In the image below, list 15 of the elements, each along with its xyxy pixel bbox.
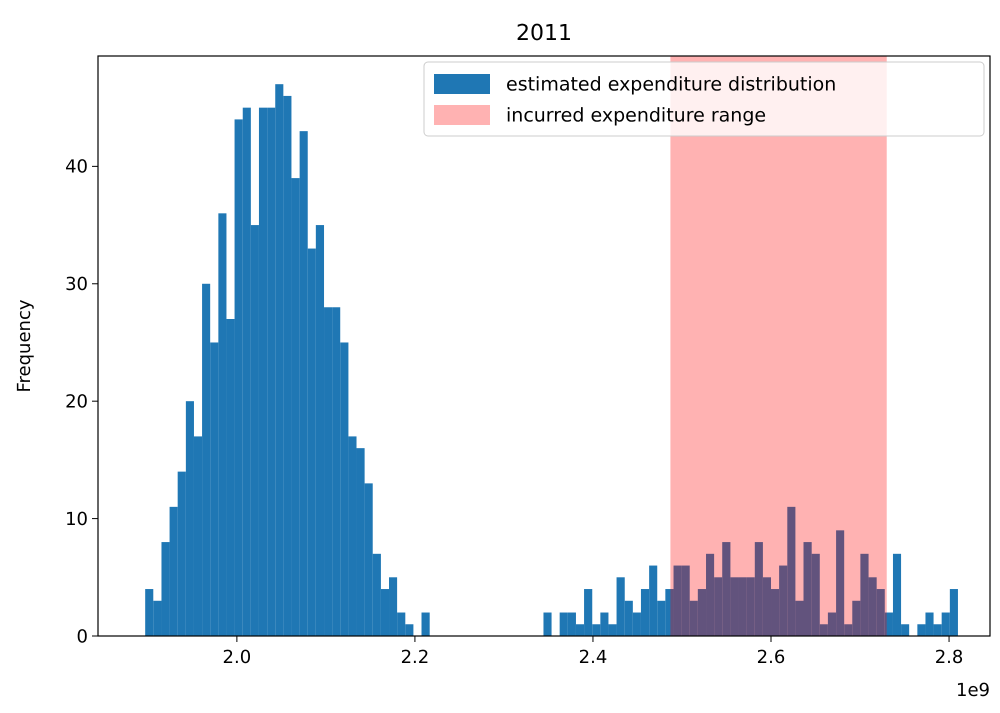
y-tick-label: 0 xyxy=(76,626,88,648)
y-tick-label: 40 xyxy=(65,156,88,178)
x-tick-label: 2.2 xyxy=(400,647,430,668)
y-tick-label: 30 xyxy=(65,274,88,296)
y-axis-title: Frequency xyxy=(14,299,35,392)
x-tick-label: 2.6 xyxy=(756,647,786,668)
y-tick-label: 10 xyxy=(65,508,88,530)
x-tick-label: 2.4 xyxy=(578,647,608,668)
x-tick-label: 2.8 xyxy=(934,647,964,668)
x-tick-label: 2.0 xyxy=(222,647,252,668)
y-tick-label: 20 xyxy=(65,391,88,412)
text: 1e9 xyxy=(956,680,990,701)
legend-label: estimated expenditure distribution xyxy=(506,74,836,96)
band-label: incurred expenditure range xyxy=(506,104,766,127)
chart-title: 2011 xyxy=(516,21,572,46)
